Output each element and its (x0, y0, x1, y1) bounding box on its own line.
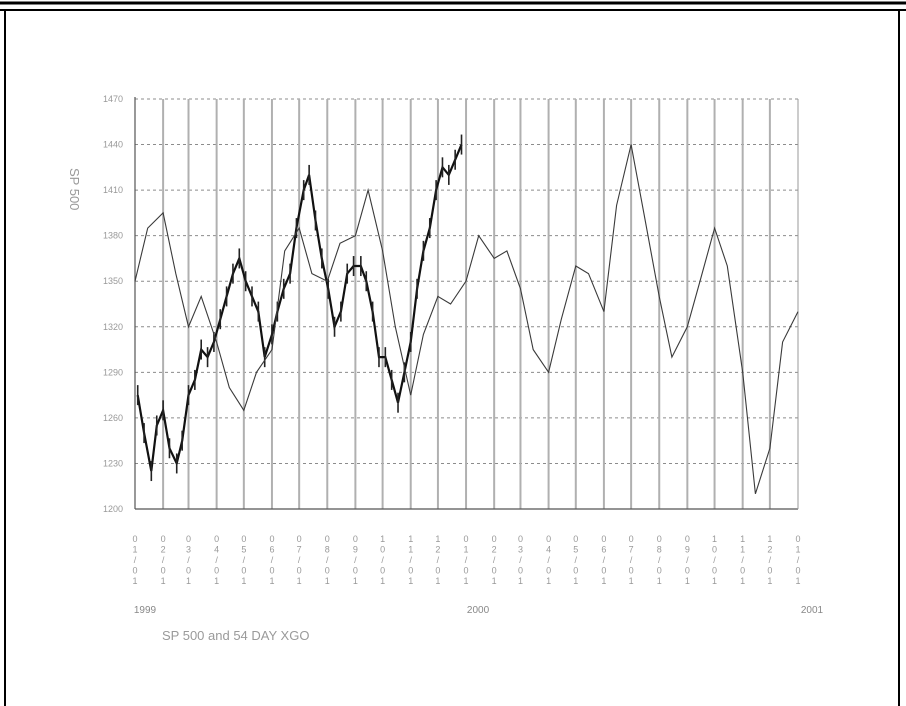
x-tick-label: 0 1/0 1 (795, 534, 800, 586)
y-tick-label: 1320 (103, 322, 123, 332)
x-tick-label: 0 6/0 1 (269, 534, 274, 586)
x-tick-label: 0 4/0 1 (214, 534, 219, 586)
chart-grid (135, 98, 798, 509)
y-tick-label: 1380 (103, 231, 123, 241)
series-line-sp500 (136, 144, 463, 472)
x-tick-label: 0 6/0 1 (601, 534, 606, 586)
x-tick-label: 0 3/0 1 (186, 534, 191, 586)
x-tick-label: 0 5/0 1 (573, 534, 578, 586)
x-tick-label: 1 2/0 1 (767, 534, 772, 586)
y-tick-label: 1440 (103, 140, 123, 150)
y-tick-label: 1410 (103, 185, 123, 195)
series-line-xgo (134, 144, 799, 494)
year-label: 1999 (134, 605, 157, 616)
x-tick-label: 0 7/0 1 (297, 534, 302, 586)
chart-title: SP 500 and 54 DAY XGO (162, 628, 309, 643)
x-tick-label: 1 1/0 1 (408, 534, 413, 586)
x-tick-label: 1 1/0 1 (740, 534, 745, 586)
x-tick-label: 0 2/0 1 (492, 534, 497, 586)
x-axis-ticks: 0 1/0 1 0 2/0 1 0 3/0 1 0 4/0 1 0 5/0 1 0 6/0 1 0 7/0 1 0 8/0 1… (132, 534, 823, 616)
y-tick-label: 1290 (103, 367, 123, 377)
y-tick-label: 1230 (103, 458, 123, 468)
x-tick-label: 1 0/0 1 (380, 534, 385, 586)
x-tick-label: 0 9/0 1 (685, 534, 690, 586)
y-tick-label: 1260 (103, 413, 123, 423)
year-label: 2001 (801, 605, 824, 616)
y-tick-label: 1470 (103, 94, 123, 104)
x-tick-label: 0 2/0 1 (161, 534, 166, 586)
x-tick-label: 0 5/0 1 (241, 534, 246, 586)
y-tick-label: 1350 (103, 276, 123, 286)
x-tick-label: 1 0/0 1 (712, 534, 717, 586)
x-tick-label: 0 4/0 1 (546, 534, 551, 586)
y-axis-ticks: 1200 1230 1260 1290 1320 1350 1380 1410 1440 1470 (103, 94, 123, 514)
x-tick-label: 1 2/0 1 (435, 534, 440, 586)
x-tick-label: 0 8/0 1 (657, 534, 662, 586)
y-tick-label: 1200 (103, 504, 123, 514)
y-axis-label: SP 500 (67, 168, 82, 210)
x-tick-label: 0 7/0 1 (629, 534, 634, 586)
x-tick-label: 0 3/0 1 (518, 534, 523, 586)
x-tick-label: 0 1/0 1 (132, 534, 137, 586)
x-tick-label: 0 9/0 1 (353, 534, 358, 586)
year-label: 2000 (467, 605, 490, 616)
chart-series (134, 134, 799, 494)
x-tick-label: 0 8/0 1 (325, 534, 330, 586)
x-tick-label: 0 1/0 1 (464, 534, 469, 586)
chart-axes (134, 97, 799, 510)
